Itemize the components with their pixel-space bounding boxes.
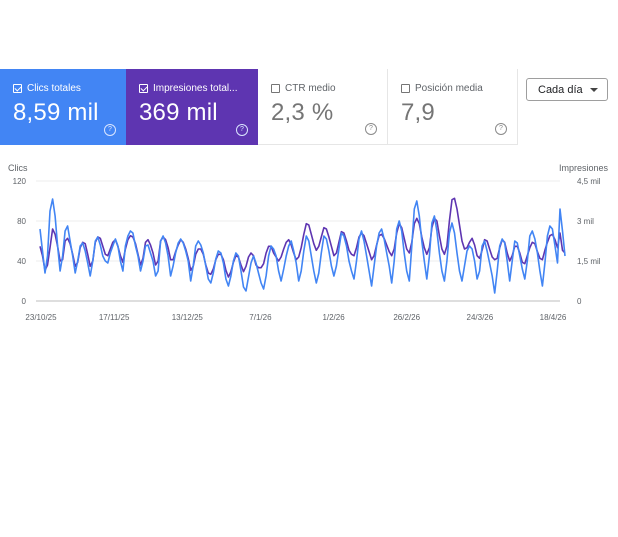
checkbox-unchecked-icon[interactable] (401, 84, 410, 93)
dropdown-label: Cada día (538, 83, 583, 96)
metric-value: 8,59 mil (13, 99, 99, 126)
y-right-tick-label: 0 (577, 297, 582, 306)
metric-value: 369 mil (139, 99, 218, 126)
metric-value: 7,9 (401, 99, 435, 126)
x-tick-label: 13/12/25 (172, 313, 204, 322)
x-tick-label: 1/2/26 (322, 313, 345, 322)
y-right-tick-label: 1,5 mil (577, 257, 601, 266)
metric-header: Posición media (401, 83, 505, 94)
y-left-tick-label: 80 (17, 217, 26, 226)
help-icon[interactable]: ? (495, 123, 507, 135)
metric-card-impressions[interactable]: Impresiones total... 369 mil ? (126, 69, 258, 145)
checkbox-checked-icon[interactable] (139, 84, 148, 93)
y-left-tick-label: 0 (22, 297, 27, 306)
help-icon[interactable]: ? (236, 124, 248, 136)
metric-header: Clics totales (13, 83, 114, 94)
metric-header: Impresiones total... (139, 83, 246, 94)
y-left-axis-label: Clics (8, 163, 28, 173)
series-lines (39, 197, 566, 294)
y-left-tick-label: 120 (13, 177, 27, 186)
help-icon[interactable]: ? (365, 123, 377, 135)
y-left-tick-label: 40 (17, 257, 26, 266)
metric-card-clicks[interactable]: Clics totales 8,59 mil ? (0, 69, 126, 145)
y-left-ticks: 0 40 80 120 (13, 177, 27, 306)
help-icon[interactable]: ? (104, 124, 116, 136)
metric-header: CTR medio (271, 83, 375, 94)
x-tick-label: 7/1/26 (249, 313, 272, 322)
y-right-ticks: 0 1,5 mil 3 mil 4,5 mil (577, 177, 601, 306)
metric-card-ctr[interactable]: CTR medio 2,3 % ? (258, 69, 388, 145)
caret-down-icon (590, 88, 598, 92)
metric-label: Clics totales (27, 83, 81, 94)
x-tick-label: 26/2/26 (393, 313, 420, 322)
impressions-series-line (39, 197, 566, 278)
x-tick-label: 23/10/25 (25, 313, 57, 322)
x-ticks: 23/10/25 17/11/25 13/12/25 7/1/26 1/2/26 26/2… (25, 313, 566, 322)
y-right-axis-label: Impresiones (559, 163, 609, 173)
checkbox-unchecked-icon[interactable] (271, 84, 280, 93)
metric-cards: Clics totales 8,59 mil ? Impresiones tot… (0, 69, 519, 145)
clicks-series-line (39, 198, 566, 294)
granularity-dropdown[interactable]: Cada día (526, 78, 608, 101)
metric-card-position[interactable]: Posición media 7,9 ? (388, 69, 518, 145)
metric-label: CTR medio (285, 83, 336, 94)
y-right-tick-label: 3 mil (577, 217, 594, 226)
x-tick-label: 17/11/25 (99, 313, 130, 322)
y-right-tick-label: 4,5 mil (577, 177, 601, 186)
performance-chart: Clics Impresiones 0 40 80 120 0 1,5 mil 3 mil… (8, 163, 609, 322)
checkbox-checked-icon[interactable] (13, 84, 22, 93)
metric-label: Posición media (415, 83, 483, 94)
metric-label: Impresiones total... (153, 83, 238, 94)
metric-value: 2,3 % (271, 99, 334, 126)
x-tick-label: 24/3/26 (467, 313, 494, 322)
x-tick-label: 18/4/26 (540, 313, 567, 322)
